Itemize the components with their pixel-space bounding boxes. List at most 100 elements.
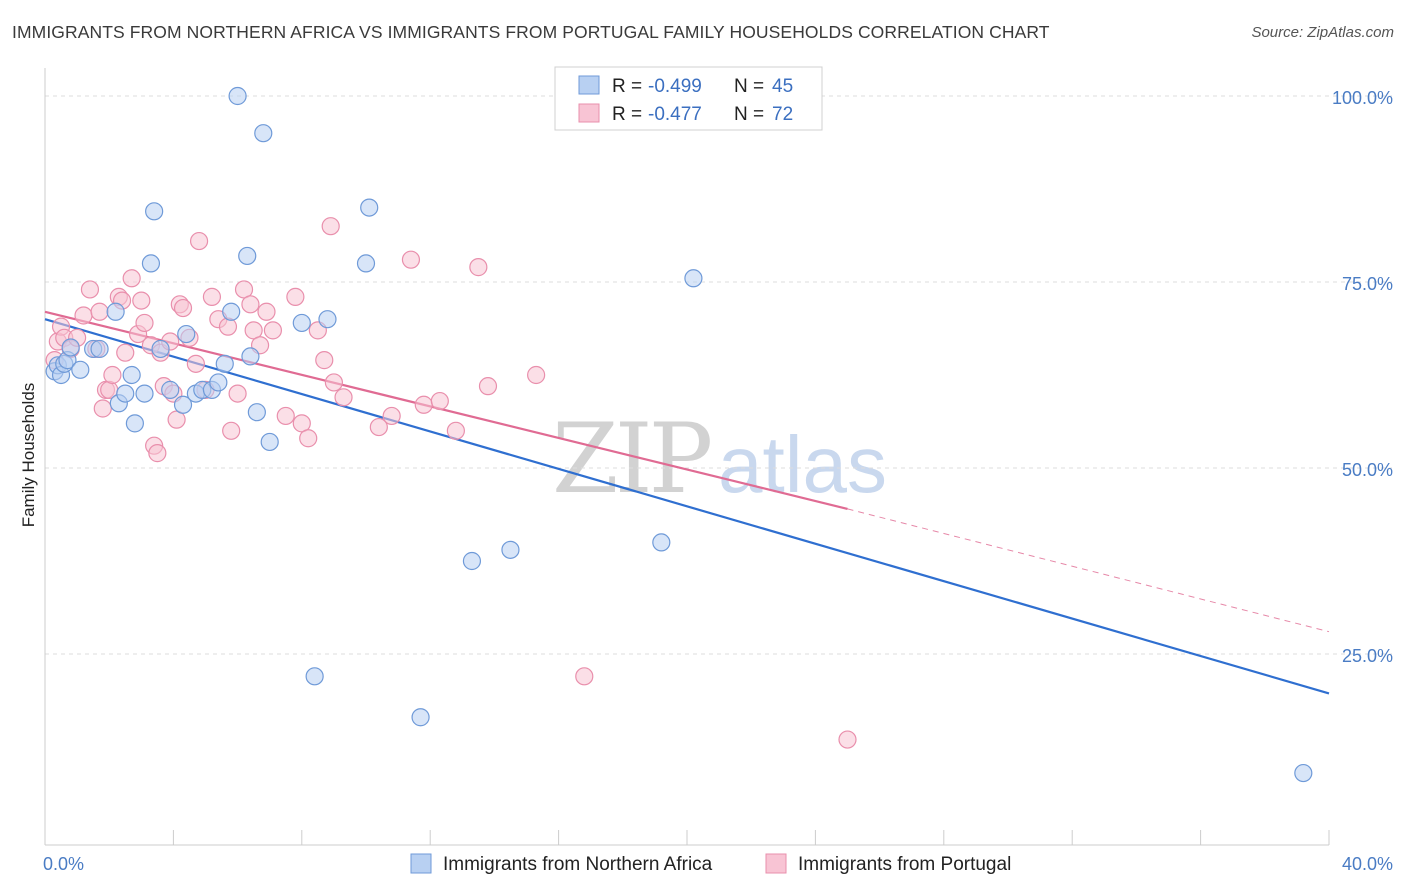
point-northern-africa-9 <box>106 302 125 321</box>
point-northern-africa-35 <box>318 310 337 329</box>
point-northern-africa-16 <box>145 202 164 221</box>
stats-legend: R = -0.499 N = 45 R = -0.477 N = 72 <box>554 66 823 131</box>
point-northern-africa-43 <box>1294 763 1313 783</box>
point-northern-africa-30 <box>247 403 266 422</box>
point-portugal-45 <box>263 321 283 340</box>
y-tick-label-75: 75.0% <box>1342 274 1393 294</box>
bottom-legend-label-portugal: Immigrants from Portugal <box>798 854 1011 875</box>
legend-r-value-1: -0.499 <box>648 76 702 97</box>
point-portugal-65 <box>838 730 857 749</box>
point-northern-africa-38 <box>411 708 430 727</box>
point-northern-africa-31 <box>254 124 273 143</box>
point-portugal-55 <box>369 417 388 437</box>
point-portugal-19 <box>132 291 151 310</box>
point-portugal-51 <box>315 351 334 370</box>
point-northern-africa-19 <box>173 395 193 414</box>
point-portugal-17 <box>122 269 141 288</box>
point-portugal-46 <box>276 406 295 426</box>
point-northern-africa-13 <box>125 414 144 433</box>
gridlines: 25.0% 50.0% 75.0% 100.0% <box>45 88 1393 666</box>
point-northern-africa-27 <box>228 86 247 106</box>
y-tick-label-100: 100.0% <box>1332 88 1393 108</box>
point-northern-africa-26 <box>222 302 241 321</box>
y-axis-label: Family Households <box>19 383 38 528</box>
source-credit: Source: ZipAtlas.com <box>1251 24 1394 41</box>
point-portugal-52 <box>321 217 340 236</box>
point-portugal-64 <box>575 667 594 686</box>
data-points <box>45 86 1313 783</box>
watermark-atlas: atlas <box>718 420 887 509</box>
point-portugal-38 <box>222 421 241 440</box>
legend-n-label-2: N = <box>734 104 764 125</box>
legend-swatch-northern-africa <box>578 75 600 95</box>
point-northern-africa-41 <box>652 533 671 552</box>
point-portugal-10 <box>93 399 112 418</box>
point-portugal-20 <box>135 313 154 333</box>
point-northern-africa-5 <box>61 338 80 357</box>
legend-n-value-1: 45 <box>772 76 793 97</box>
point-northern-africa-33 <box>292 313 311 333</box>
point-portugal-54 <box>334 388 353 407</box>
y-tick-label-50: 50.0% <box>1342 460 1393 480</box>
legend-swatch-portugal <box>578 103 600 123</box>
point-northern-africa-28 <box>238 246 257 266</box>
point-portugal-56 <box>382 406 401 426</box>
legend-n-value-2: 72 <box>772 104 793 125</box>
point-portugal-6 <box>74 306 93 325</box>
point-portugal-47 <box>286 287 305 306</box>
trend-line-northern-africa <box>44 318 1330 695</box>
point-portugal-63 <box>527 365 546 385</box>
x-tick-label-0: 0.0% <box>43 854 84 874</box>
point-northern-africa-39 <box>462 551 482 571</box>
legend-n-label-1: N = <box>734 76 764 97</box>
point-portugal-9 <box>90 302 109 321</box>
point-portugal-35 <box>202 287 222 306</box>
point-northern-africa-36 <box>356 254 376 273</box>
point-northern-africa-11 <box>116 384 135 403</box>
trend-lines <box>44 310 1330 695</box>
point-northern-africa-17 <box>151 339 170 359</box>
point-northern-africa-37 <box>360 198 379 217</box>
point-portugal-32 <box>186 354 205 373</box>
legend-r-label-2: R = <box>612 104 642 125</box>
point-portugal-7 <box>80 280 100 299</box>
point-northern-africa-18 <box>161 380 180 399</box>
bottom-legend-swatch-portugal <box>765 853 787 874</box>
point-northern-africa-8 <box>90 339 109 359</box>
y-tick-label-25: 25.0% <box>1342 646 1393 666</box>
point-portugal-61 <box>469 258 488 277</box>
point-northern-africa-14 <box>135 384 154 403</box>
point-portugal-13 <box>103 365 122 385</box>
point-portugal-23 <box>148 444 167 463</box>
legend-r-value-2: -0.477 <box>648 104 702 125</box>
point-portugal-49 <box>299 429 318 448</box>
point-portugal-37 <box>218 317 238 336</box>
point-portugal-30 <box>173 298 193 318</box>
point-portugal-39 <box>228 384 247 403</box>
point-northern-africa-24 <box>209 373 228 392</box>
series-legend: Immigrants from Northern Africa Immigran… <box>410 853 1011 875</box>
point-northern-africa-29 <box>241 347 260 366</box>
point-northern-africa-25 <box>215 354 234 373</box>
point-portugal-58 <box>414 395 433 414</box>
point-northern-africa-40 <box>501 540 520 559</box>
x-tick-label-40: 40.0% <box>1342 854 1393 874</box>
point-northern-africa-20 <box>177 324 196 344</box>
trend-line-portugal <box>44 310 848 510</box>
point-portugal-57 <box>401 250 421 269</box>
point-portugal-33 <box>189 231 209 251</box>
point-northern-africa-34 <box>305 667 324 686</box>
point-portugal-41 <box>241 295 260 314</box>
legend-r-label-1: R = <box>612 76 642 97</box>
watermark-zip: ZIP <box>552 403 711 515</box>
point-northern-africa-12 <box>122 365 141 385</box>
point-portugal-16 <box>116 343 135 362</box>
point-portugal-59 <box>430 391 449 411</box>
point-northern-africa-32 <box>260 432 279 452</box>
point-portugal-44 <box>257 302 276 321</box>
point-portugal-62 <box>478 377 498 396</box>
chart-title: IMMIGRANTS FROM NORTHERN AFRICA VS IMMIG… <box>12 22 1050 42</box>
bottom-legend-swatch-northern-africa <box>410 853 432 874</box>
bottom-legend-label-northern-africa: Immigrants from Northern Africa <box>443 854 713 875</box>
